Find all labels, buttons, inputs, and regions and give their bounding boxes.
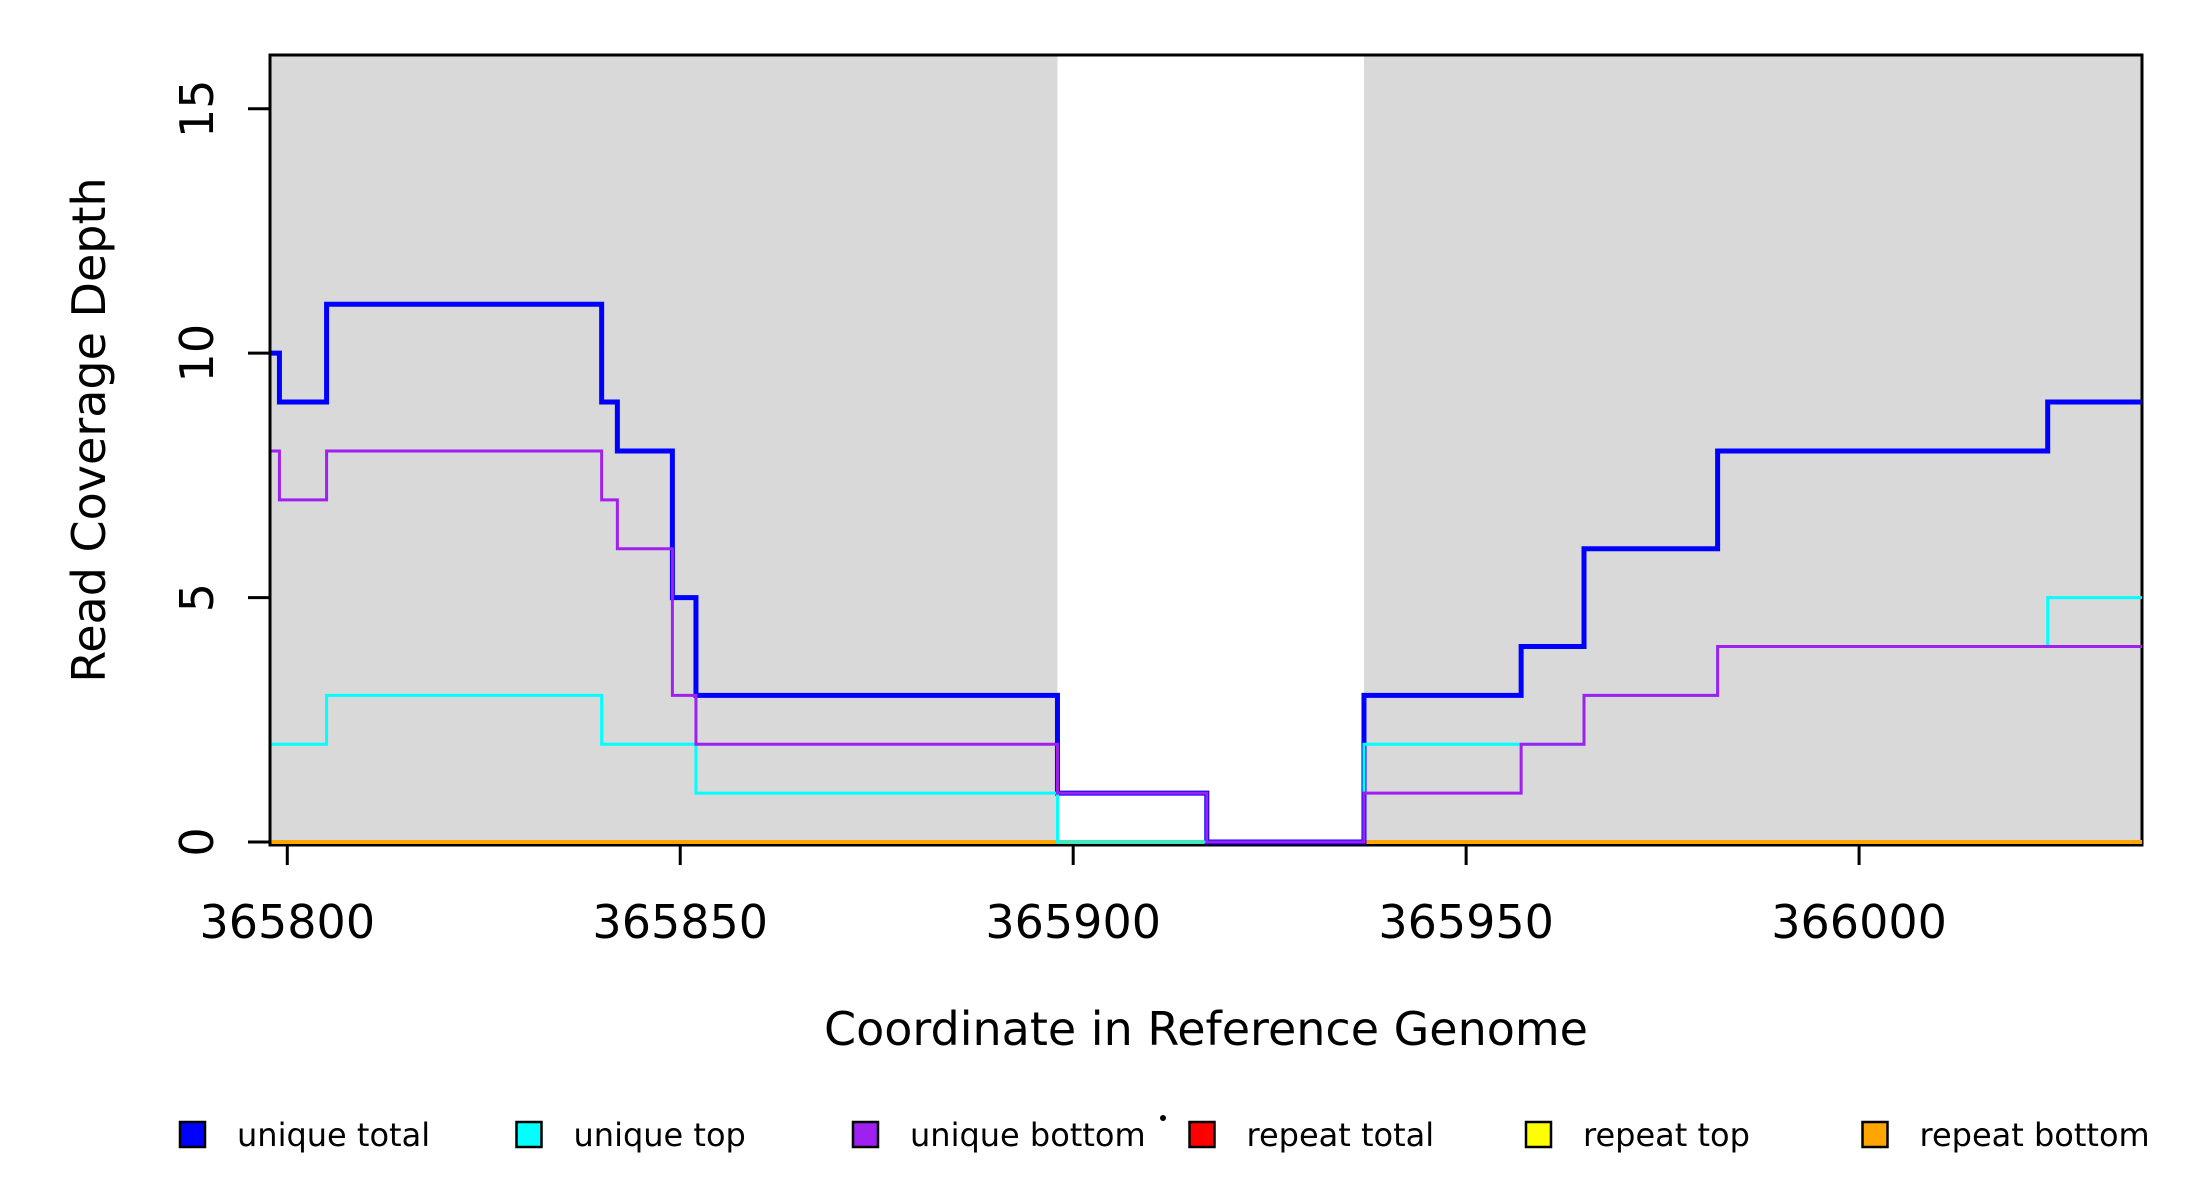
x-tick-label: 366000	[1771, 895, 1947, 949]
legend-swatch	[515, 1120, 543, 1149]
legend-swatch	[851, 1120, 880, 1149]
legend-label: repeat top	[1583, 1116, 1750, 1154]
y-tick-label: 5	[170, 583, 224, 612]
legend-label: unique bottom	[910, 1116, 1146, 1154]
x-tick-label: 365900	[985, 895, 1161, 949]
legend-label: unique top	[574, 1116, 746, 1154]
series-unique-bottom-line	[271, 449, 2142, 844]
legend-item-repeat-total: repeat total	[1188, 1116, 1435, 1154]
plot-border	[268, 53, 2144, 847]
legend-item-unique-bottom: unique bottom	[851, 1116, 1146, 1154]
stray-point-dot	[1160, 1115, 1166, 1121]
y-axis-title: Read Coverage Depth	[62, 177, 116, 682]
legend: unique total unique top unique bottom repea…	[178, 1115, 2150, 1154]
series-lines	[271, 301, 2142, 845]
legend-swatch	[178, 1120, 207, 1149]
legend-label: unique total	[237, 1116, 430, 1154]
legend-label: repeat total	[1247, 1116, 1435, 1154]
legend-item-repeat-top: repeat top	[1524, 1116, 1750, 1154]
legend-label: repeat bottom	[1920, 1116, 2150, 1154]
legend-swatch	[1861, 1120, 1889, 1149]
legend-swatch	[1524, 1120, 1553, 1149]
x-tick-label: 365800	[199, 895, 375, 949]
x-tick-label: 365950	[1378, 895, 1554, 949]
y-tick-label: 10	[170, 324, 224, 383]
plot-box	[268, 53, 2144, 847]
legend-swatch	[1188, 1120, 1216, 1149]
y-tick-label: 0	[170, 827, 224, 856]
x-axis-title: Coordinate in Reference Genome	[824, 1002, 1588, 1056]
axes: 365800 365850 365900 365950 366000 0 5 10 15	[170, 79, 1947, 949]
legend-item-repeat-bottom: repeat bottom	[1861, 1116, 2150, 1154]
x-tick-label: 365850	[592, 895, 768, 949]
y-tick-label: 15	[170, 79, 224, 138]
legend-item-unique-total: unique total	[178, 1116, 430, 1154]
legend-item-unique-top: unique top	[515, 1116, 746, 1154]
